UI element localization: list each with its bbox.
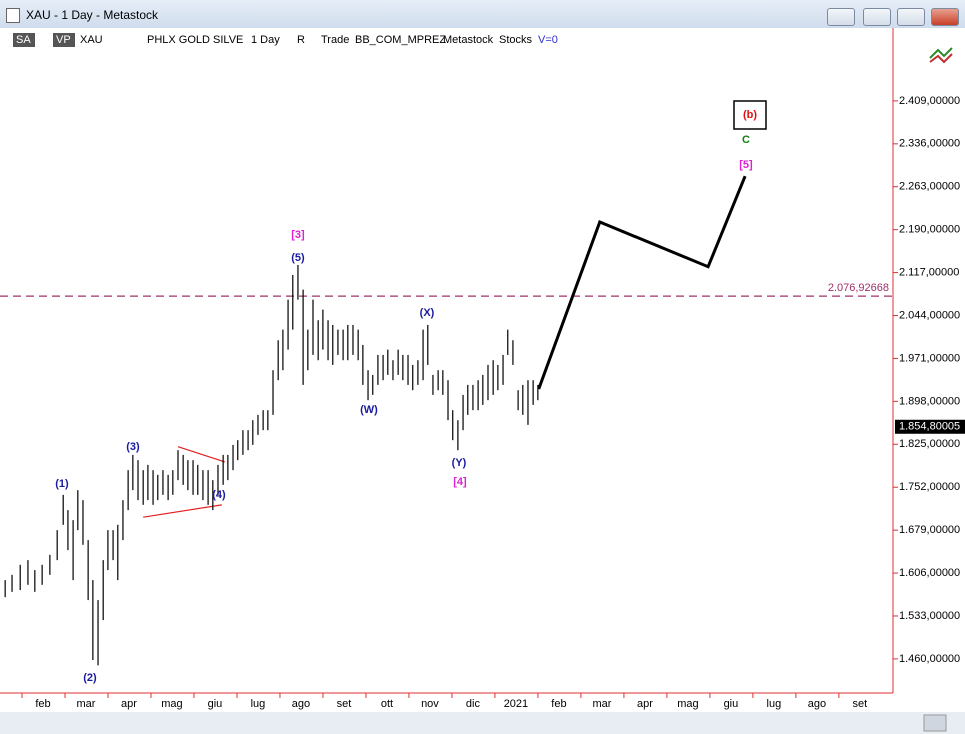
x-tick-label: giu — [724, 698, 739, 710]
x-tick-label: nov — [421, 698, 439, 710]
window-title: XAU - 1 Day - Metastock — [26, 8, 159, 22]
last-price-box — [895, 419, 965, 434]
toolbar-chip — [53, 33, 75, 47]
close-button[interactable] — [931, 8, 959, 26]
toolbar-item: VP — [56, 34, 71, 46]
wave-label: (X) — [420, 307, 435, 319]
scroll-thumb[interactable] — [923, 714, 947, 732]
toolbar-item: XAU — [80, 34, 103, 46]
x-tick-label: feb — [35, 698, 50, 710]
y-tick-label: 1.825,00000 — [899, 438, 960, 450]
x-tick-label: apr — [637, 698, 653, 710]
wave-label: (b) — [743, 109, 757, 121]
reference-label: 2.076,92668 — [828, 282, 889, 294]
x-tick-label: mag — [161, 698, 182, 710]
wave-label: C — [742, 134, 750, 146]
x-tick-label: giu — [208, 698, 223, 710]
toolbar-icon[interactable] — [929, 47, 953, 64]
y-tick-label: 2.409,00000 — [899, 95, 960, 107]
y-tick-label: 2.263,00000 — [899, 181, 960, 193]
x-tick-label: 2021 — [504, 698, 528, 710]
wave-label: (W) — [360, 404, 378, 416]
toolbar-chip — [13, 33, 35, 47]
triangle-line — [177, 446, 226, 463]
x-tick-label: mar — [77, 698, 96, 710]
triangle-line — [143, 504, 222, 518]
x-tick-label: set — [337, 698, 352, 710]
toolbar-item: Stocks — [499, 34, 533, 46]
y-tick-label: 1.752,00000 — [899, 481, 960, 493]
annotation-box — [733, 100, 767, 130]
wave-label: (1) — [55, 478, 69, 490]
chart: SA VP XAU PHLX GOLD SILVE 1 Day R Trade BB_COM_… — [0, 28, 965, 734]
projection-line — [537, 175, 747, 390]
window-icon — [6, 8, 20, 23]
y-tick-label: 2.117,00000 — [899, 267, 959, 279]
toolbar-item: PHLX GOLD SILVE — [147, 34, 243, 46]
toolbar-item: V=0 — [538, 34, 558, 46]
x-tick-label: mar — [592, 698, 611, 710]
wave-label: [3] — [291, 229, 305, 241]
y-tick-label: 1.971,00000 — [899, 352, 960, 364]
y-tick-label: 1.898,00000 — [899, 395, 960, 407]
y-tick-label: 1.679,00000 — [899, 524, 960, 536]
wave-label: (4) — [212, 489, 226, 501]
wave-label: (2) — [83, 672, 97, 684]
wave-label: (3) — [126, 441, 140, 453]
toolbar-item: BB_COM_MPREZ — [355, 34, 446, 46]
toolbar: SA VP XAU PHLX GOLD SILVE 1 Day R Trade BB_COM_… — [13, 33, 558, 47]
wave-label: (Y) — [452, 457, 467, 469]
restore-button[interactable] — [827, 8, 855, 26]
scrollbar[interactable] — [0, 712, 965, 734]
toolbar-item: 1 Day — [251, 34, 280, 46]
y-tick-label: 1.460,00000 — [899, 653, 960, 665]
title-bar: XAU - 1 Day - Metastock — [0, 0, 965, 28]
wave-label: [5] — [739, 159, 753, 171]
minimize-button[interactable] — [863, 8, 891, 26]
x-tick-label: apr — [121, 698, 137, 710]
x-tick-label: lug — [767, 698, 782, 710]
chart-background — [0, 28, 965, 712]
y-tick-label: 2.044,00000 — [899, 309, 960, 321]
x-tick-label: ott — [381, 698, 393, 710]
toolbar-item: Metastock — [443, 34, 494, 46]
x-tick-label: lug — [251, 698, 266, 710]
x-tick-label: mag — [677, 698, 698, 710]
x-tick-label: feb — [551, 698, 566, 710]
y-tick-label: 2.190,00000 — [899, 224, 960, 236]
x-tick-label: set — [853, 698, 868, 710]
x-tick-label: ago — [292, 698, 310, 710]
y-tick-label: 2.336,00000 — [899, 138, 960, 150]
wave-label: (5) — [291, 252, 305, 264]
x-tick-label: dic — [466, 698, 481, 710]
toolbar-item: SA — [16, 34, 31, 46]
last-price-label: 1.854,80005 — [899, 421, 960, 433]
maximize-button[interactable] — [897, 8, 925, 26]
x-tick-label: ago — [808, 698, 826, 710]
y-tick-label: 1.533,00000 — [899, 610, 960, 622]
wave-label: [4] — [453, 476, 467, 488]
y-tick-label: 1.606,00000 — [899, 567, 960, 579]
toolbar-item: R — [297, 34, 305, 46]
toolbar-item: Trade — [321, 34, 349, 46]
